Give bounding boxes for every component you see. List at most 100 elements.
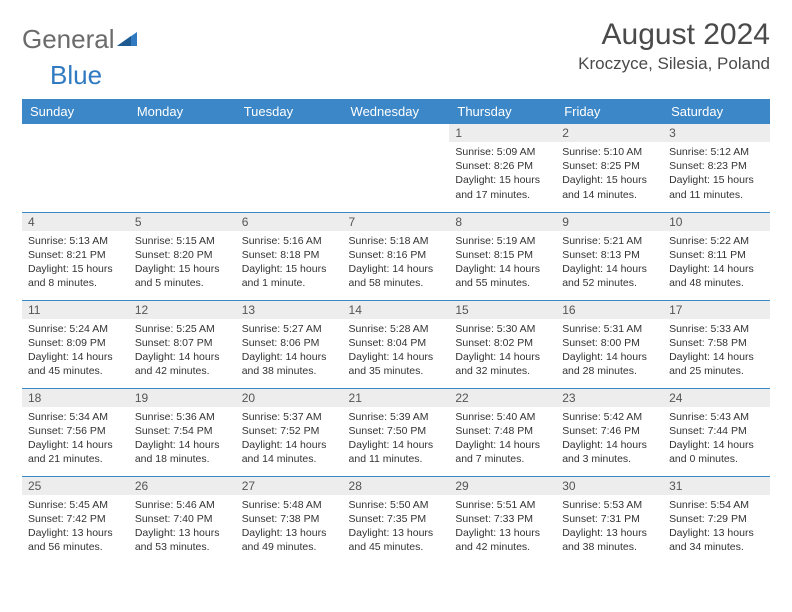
sunset-text: Sunset: 7:38 PM (242, 512, 337, 526)
day-details: Sunrise: 5:48 AMSunset: 7:38 PMDaylight:… (236, 495, 343, 559)
day-number: 15 (449, 301, 556, 319)
weekday-header: Friday (556, 99, 663, 124)
sunset-text: Sunset: 8:23 PM (669, 159, 764, 173)
day-details: Sunrise: 5:12 AMSunset: 8:23 PMDaylight:… (663, 142, 770, 206)
calendar-day-cell (22, 124, 129, 212)
daylight-text: Daylight: 14 hours and 21 minutes. (28, 438, 123, 466)
sunrise-text: Sunrise: 5:42 AM (562, 410, 657, 424)
day-number: 21 (343, 389, 450, 407)
day-details: Sunrise: 5:53 AMSunset: 7:31 PMDaylight:… (556, 495, 663, 559)
daylight-text: Daylight: 14 hours and 45 minutes. (28, 350, 123, 378)
day-details: Sunrise: 5:18 AMSunset: 8:16 PMDaylight:… (343, 231, 450, 295)
sunset-text: Sunset: 8:00 PM (562, 336, 657, 350)
sunset-text: Sunset: 8:15 PM (455, 248, 550, 262)
weekday-header: Sunday (22, 99, 129, 124)
sunset-text: Sunset: 7:50 PM (349, 424, 444, 438)
daylight-text: Daylight: 14 hours and 58 minutes. (349, 262, 444, 290)
day-details: Sunrise: 5:10 AMSunset: 8:25 PMDaylight:… (556, 142, 663, 206)
calendar-day-cell: 28Sunrise: 5:50 AMSunset: 7:35 PMDayligh… (343, 476, 450, 564)
day-number: 24 (663, 389, 770, 407)
daylight-text: Daylight: 13 hours and 38 minutes. (562, 526, 657, 554)
day-number: 10 (663, 213, 770, 231)
sunset-text: Sunset: 7:29 PM (669, 512, 764, 526)
calendar-day-cell: 12Sunrise: 5:25 AMSunset: 8:07 PMDayligh… (129, 300, 236, 388)
day-details: Sunrise: 5:24 AMSunset: 8:09 PMDaylight:… (22, 319, 129, 383)
daylight-text: Daylight: 14 hours and 42 minutes. (135, 350, 230, 378)
sunrise-text: Sunrise: 5:13 AM (28, 234, 123, 248)
calendar-day-cell: 6Sunrise: 5:16 AMSunset: 8:18 PMDaylight… (236, 212, 343, 300)
day-details: Sunrise: 5:13 AMSunset: 8:21 PMDaylight:… (22, 231, 129, 295)
day-details: Sunrise: 5:36 AMSunset: 7:54 PMDaylight:… (129, 407, 236, 471)
calendar-day-cell: 8Sunrise: 5:19 AMSunset: 8:15 PMDaylight… (449, 212, 556, 300)
sunrise-text: Sunrise: 5:22 AM (669, 234, 764, 248)
day-number: 28 (343, 477, 450, 495)
calendar-day-cell: 22Sunrise: 5:40 AMSunset: 7:48 PMDayligh… (449, 388, 556, 476)
sunset-text: Sunset: 8:07 PM (135, 336, 230, 350)
sunset-text: Sunset: 7:52 PM (242, 424, 337, 438)
calendar-day-cell: 16Sunrise: 5:31 AMSunset: 8:00 PMDayligh… (556, 300, 663, 388)
sunset-text: Sunset: 7:33 PM (455, 512, 550, 526)
day-number: 4 (22, 213, 129, 231)
sunrise-text: Sunrise: 5:24 AM (28, 322, 123, 336)
sunset-text: Sunset: 7:40 PM (135, 512, 230, 526)
daylight-text: Daylight: 13 hours and 56 minutes. (28, 526, 123, 554)
calendar-day-cell: 30Sunrise: 5:53 AMSunset: 7:31 PMDayligh… (556, 476, 663, 564)
day-details: Sunrise: 5:28 AMSunset: 8:04 PMDaylight:… (343, 319, 450, 383)
day-number: 27 (236, 477, 343, 495)
sunrise-text: Sunrise: 5:45 AM (28, 498, 123, 512)
calendar-day-cell: 23Sunrise: 5:42 AMSunset: 7:46 PMDayligh… (556, 388, 663, 476)
daylight-text: Daylight: 13 hours and 53 minutes. (135, 526, 230, 554)
calendar-day-cell: 27Sunrise: 5:48 AMSunset: 7:38 PMDayligh… (236, 476, 343, 564)
sunset-text: Sunset: 7:42 PM (28, 512, 123, 526)
sunrise-text: Sunrise: 5:37 AM (242, 410, 337, 424)
daylight-text: Daylight: 14 hours and 35 minutes. (349, 350, 444, 378)
calendar-day-cell: 5Sunrise: 5:15 AMSunset: 8:20 PMDaylight… (129, 212, 236, 300)
day-details: Sunrise: 5:39 AMSunset: 7:50 PMDaylight:… (343, 407, 450, 471)
day-number: 11 (22, 301, 129, 319)
sunrise-text: Sunrise: 5:54 AM (669, 498, 764, 512)
sunset-text: Sunset: 8:06 PM (242, 336, 337, 350)
calendar-day-cell: 10Sunrise: 5:22 AMSunset: 8:11 PMDayligh… (663, 212, 770, 300)
sunset-text: Sunset: 7:58 PM (669, 336, 764, 350)
day-details: Sunrise: 5:22 AMSunset: 8:11 PMDaylight:… (663, 231, 770, 295)
sunset-text: Sunset: 7:56 PM (28, 424, 123, 438)
calendar-day-cell: 9Sunrise: 5:21 AMSunset: 8:13 PMDaylight… (556, 212, 663, 300)
calendar-day-cell: 21Sunrise: 5:39 AMSunset: 7:50 PMDayligh… (343, 388, 450, 476)
calendar-day-cell: 11Sunrise: 5:24 AMSunset: 8:09 PMDayligh… (22, 300, 129, 388)
sunrise-text: Sunrise: 5:27 AM (242, 322, 337, 336)
daylight-text: Daylight: 13 hours and 49 minutes. (242, 526, 337, 554)
day-details: Sunrise: 5:19 AMSunset: 8:15 PMDaylight:… (449, 231, 556, 295)
day-number: 22 (449, 389, 556, 407)
day-details: Sunrise: 5:43 AMSunset: 7:44 PMDaylight:… (663, 407, 770, 471)
sunset-text: Sunset: 8:11 PM (669, 248, 764, 262)
day-number: 16 (556, 301, 663, 319)
day-number: 12 (129, 301, 236, 319)
sunrise-text: Sunrise: 5:50 AM (349, 498, 444, 512)
daylight-text: Daylight: 15 hours and 17 minutes. (455, 173, 550, 201)
day-number: 29 (449, 477, 556, 495)
sunrise-text: Sunrise: 5:46 AM (135, 498, 230, 512)
sunrise-text: Sunrise: 5:30 AM (455, 322, 550, 336)
sunrise-text: Sunrise: 5:10 AM (562, 145, 657, 159)
daylight-text: Daylight: 14 hours and 52 minutes. (562, 262, 657, 290)
day-details: Sunrise: 5:25 AMSunset: 8:07 PMDaylight:… (129, 319, 236, 383)
calendar-day-cell: 19Sunrise: 5:36 AMSunset: 7:54 PMDayligh… (129, 388, 236, 476)
sunset-text: Sunset: 8:09 PM (28, 336, 123, 350)
day-details: Sunrise: 5:16 AMSunset: 8:18 PMDaylight:… (236, 231, 343, 295)
sunset-text: Sunset: 8:21 PM (28, 248, 123, 262)
sunrise-text: Sunrise: 5:09 AM (455, 145, 550, 159)
calendar-day-cell: 26Sunrise: 5:46 AMSunset: 7:40 PMDayligh… (129, 476, 236, 564)
day-number: 18 (22, 389, 129, 407)
day-number: 20 (236, 389, 343, 407)
sunrise-text: Sunrise: 5:39 AM (349, 410, 444, 424)
daylight-text: Daylight: 13 hours and 42 minutes. (455, 526, 550, 554)
day-details: Sunrise: 5:09 AMSunset: 8:26 PMDaylight:… (449, 142, 556, 206)
day-details: Sunrise: 5:42 AMSunset: 7:46 PMDaylight:… (556, 407, 663, 471)
day-number: 19 (129, 389, 236, 407)
sunrise-text: Sunrise: 5:36 AM (135, 410, 230, 424)
sunrise-text: Sunrise: 5:21 AM (562, 234, 657, 248)
day-details: Sunrise: 5:30 AMSunset: 8:02 PMDaylight:… (449, 319, 556, 383)
day-number: 9 (556, 213, 663, 231)
calendar-week-row: 11Sunrise: 5:24 AMSunset: 8:09 PMDayligh… (22, 300, 770, 388)
day-number: 2 (556, 124, 663, 142)
